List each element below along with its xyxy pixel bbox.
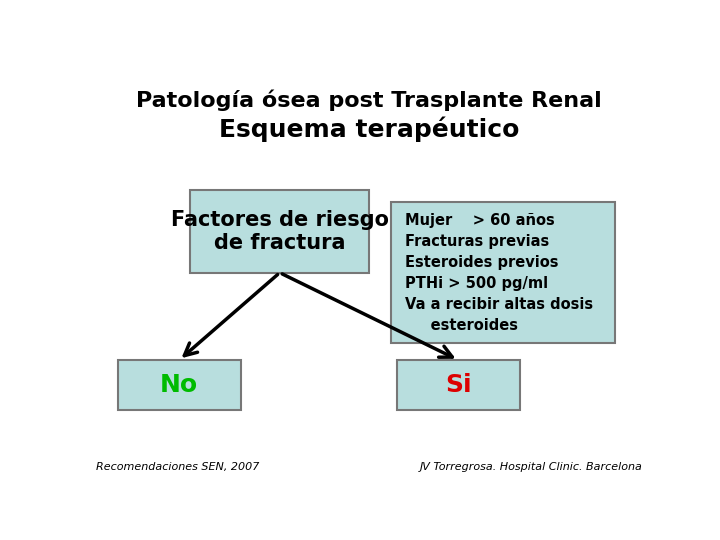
FancyBboxPatch shape — [397, 360, 520, 410]
Text: JV Torregrosa. Hospital Clinic. Barcelona: JV Torregrosa. Hospital Clinic. Barcelon… — [420, 462, 642, 472]
Text: Esquema terapéutico: Esquema terapéutico — [219, 117, 519, 142]
FancyBboxPatch shape — [392, 202, 615, 343]
Text: Recomendaciones SEN, 2007: Recomendaciones SEN, 2007 — [96, 462, 259, 472]
FancyBboxPatch shape — [190, 190, 369, 273]
Text: Si: Si — [445, 373, 472, 397]
Text: Factores de riesgo
de fractura: Factores de riesgo de fractura — [171, 210, 389, 253]
Text: Patología ósea post Trasplante Renal: Patología ósea post Trasplante Renal — [136, 90, 602, 111]
Text: No: No — [161, 373, 198, 397]
Text: Mujer    > 60 años
Fracturas previas
Esteroides previos
PTHi > 500 pg/ml
Va a re: Mujer > 60 años Fracturas previas Estero… — [405, 213, 593, 333]
FancyBboxPatch shape — [118, 360, 240, 410]
